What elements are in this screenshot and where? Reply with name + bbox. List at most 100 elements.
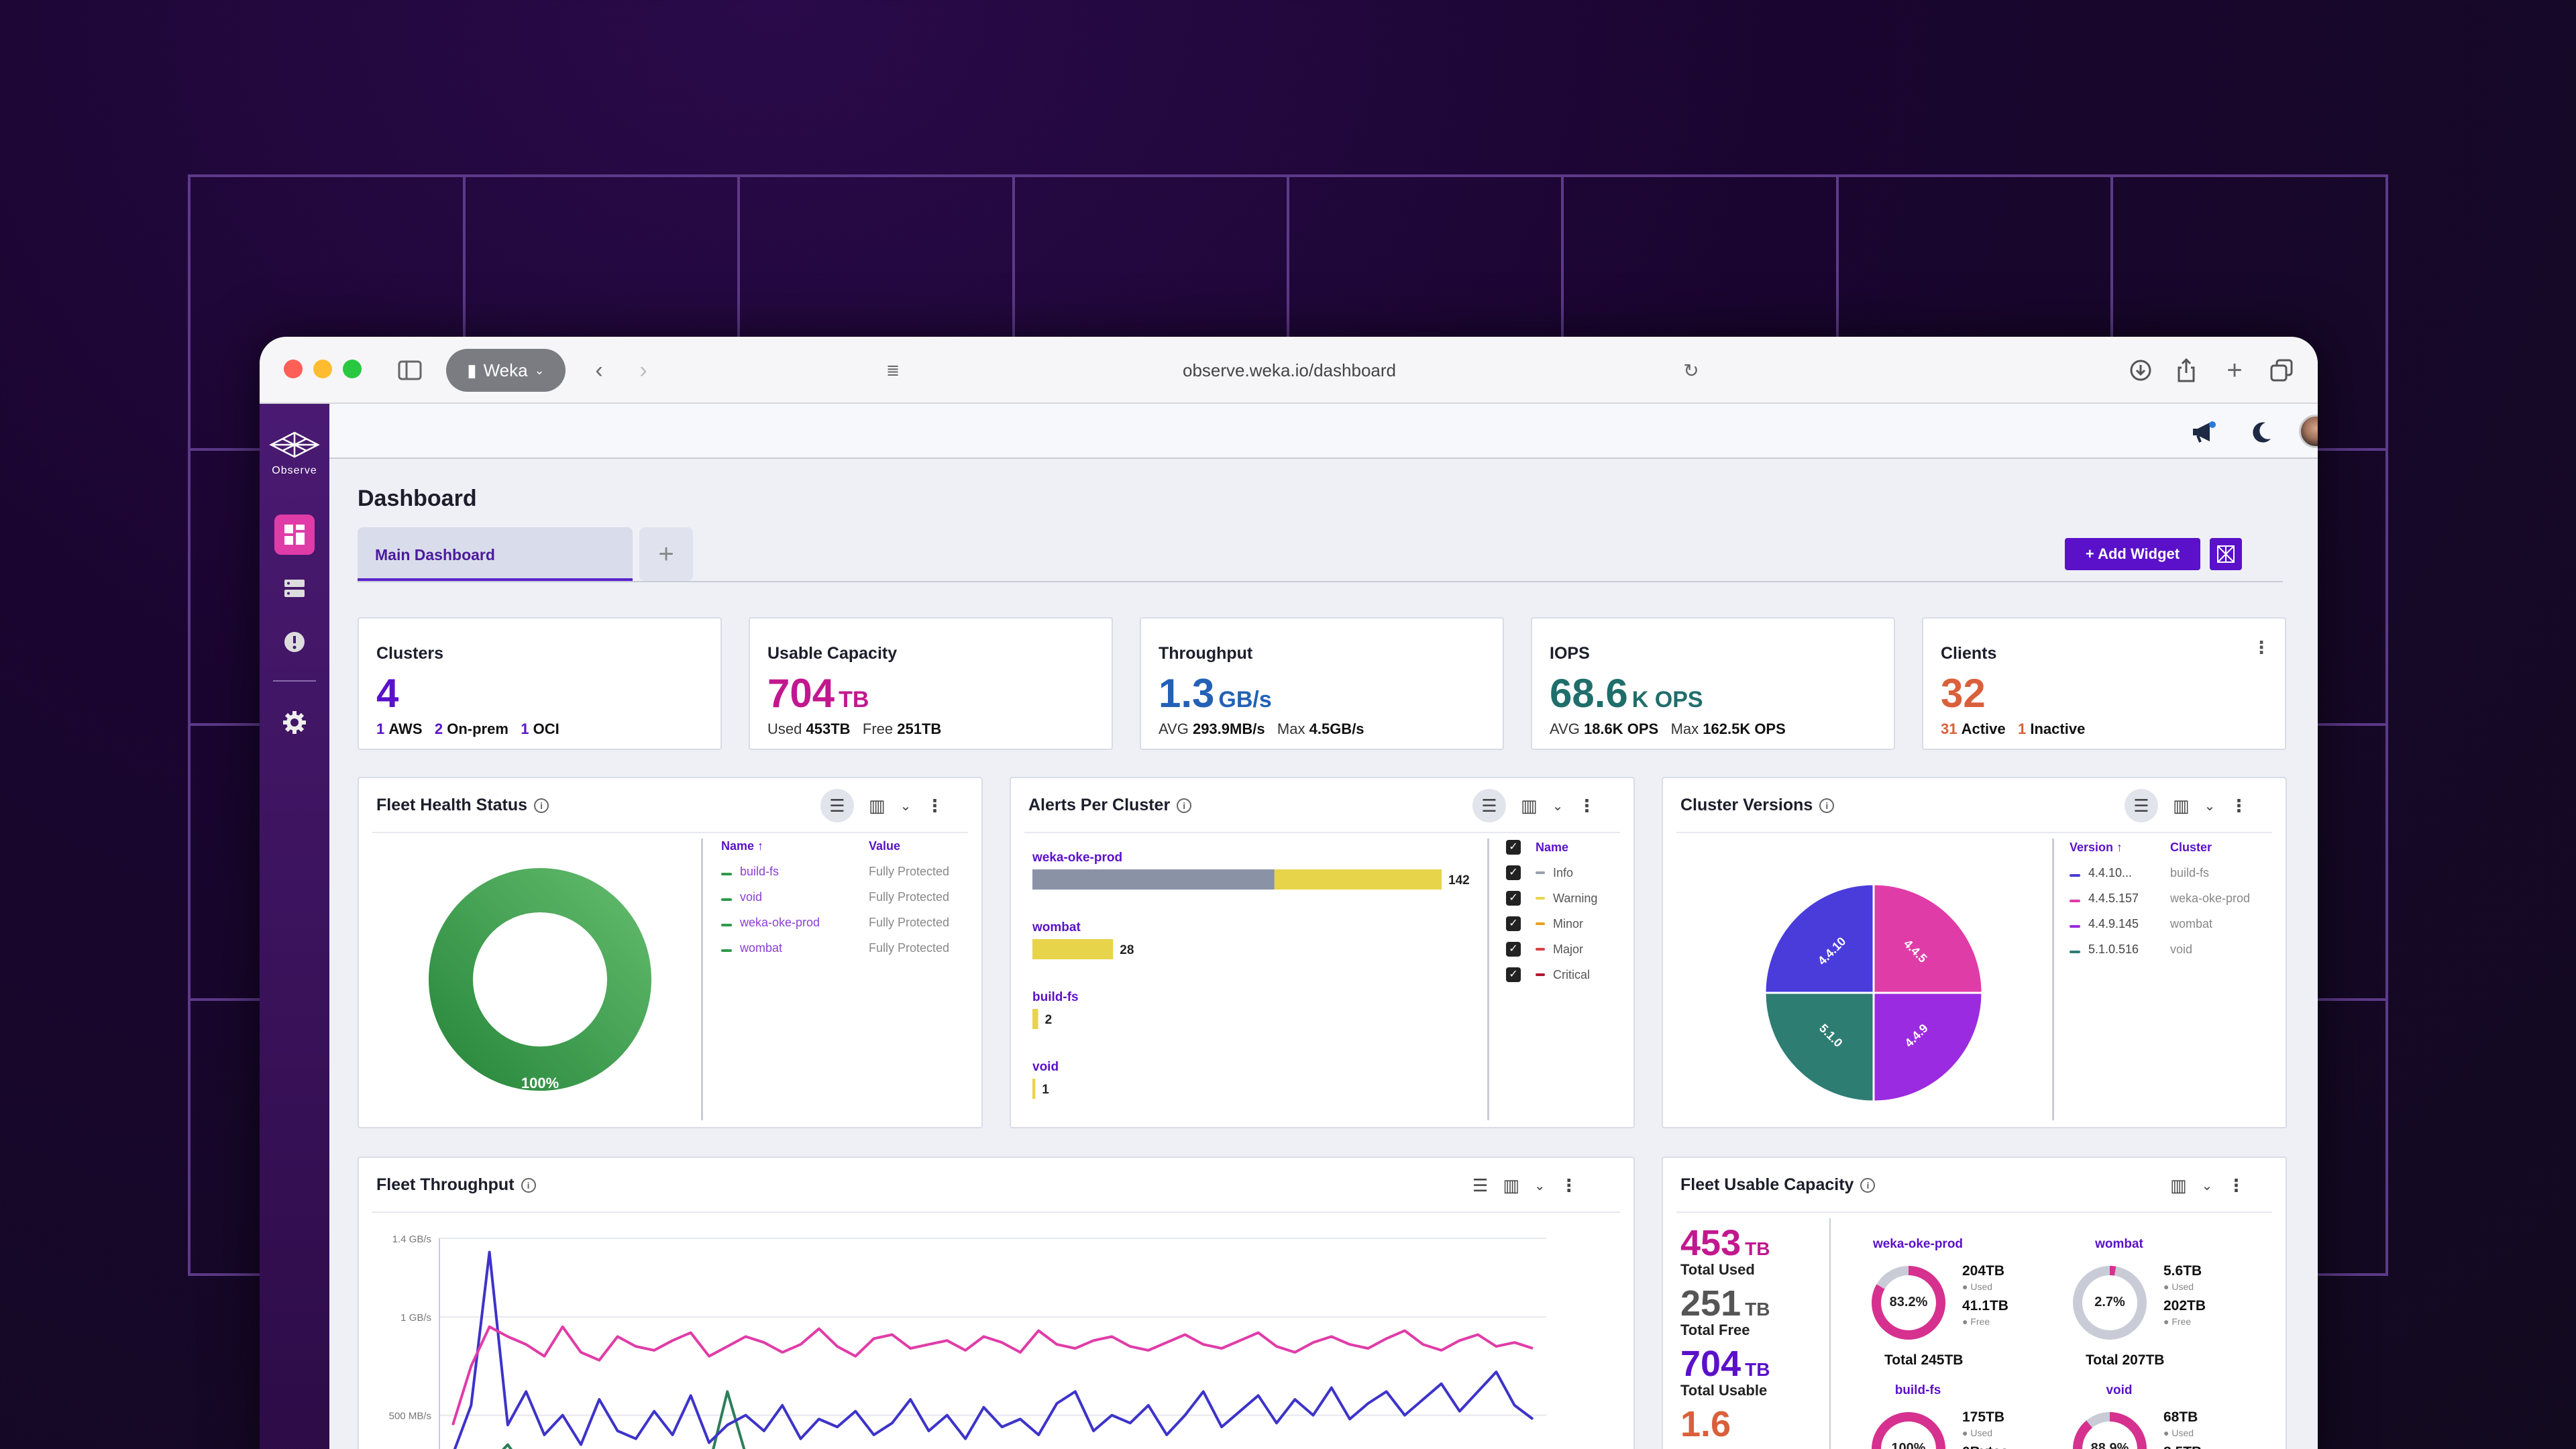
select-all-checkbox[interactable]: ✓	[1506, 840, 1521, 855]
legend-checkbox[interactable]: ✓	[1506, 865, 1521, 880]
forward-icon[interactable]: ›	[639, 357, 647, 383]
legend-row[interactable]: build-fs Fully Protected	[721, 859, 976, 884]
sidebar-item-alerts[interactable]	[274, 622, 315, 662]
col-value-header[interactable]: Value	[869, 839, 901, 853]
legend-divider	[1487, 839, 1489, 1120]
sidebar-divider	[273, 680, 316, 682]
columns-icon[interactable]: ▥	[1503, 1175, 1519, 1195]
columns-icon[interactable]: ▥	[1521, 795, 1538, 816]
legend-row[interactable]: weka-oke-prod Fully Protected	[721, 910, 976, 935]
chevron-down-icon[interactable]: ⌄	[1552, 798, 1564, 814]
minimize-window-button[interactable]	[313, 360, 332, 378]
info-icon[interactable]: i	[521, 1177, 536, 1193]
chevron-down-icon[interactable]: ⌄	[900, 798, 912, 814]
dark-mode-icon[interactable]	[2245, 416, 2277, 448]
widget-divider	[372, 1212, 1620, 1213]
legend-row[interactable]: ✓ Major	[1506, 936, 1627, 962]
list-view-icon[interactable]: ☰	[2125, 789, 2158, 822]
add-tab-button[interactable]: +	[639, 527, 693, 581]
list-view-icon[interactable]: ☰	[1472, 789, 1506, 822]
legend-cluster: wombat	[2170, 916, 2213, 930]
legend-row[interactable]: 4.4.10... build-fs	[2070, 860, 2277, 885]
ring-cluster-name: void	[2106, 1383, 2133, 1397]
new-tab-icon[interactable]: +	[2226, 355, 2243, 385]
kpi-breakdown: AVG 293.9MB/s Max 4.5GB/s	[1159, 720, 1364, 738]
kebab-menu-icon[interactable]: ⋮	[2227, 1175, 2245, 1195]
legend-row[interactable]: 5.1.0.516 void	[2070, 936, 2277, 962]
legend-checkbox[interactable]: ✓	[1506, 967, 1521, 982]
used-value: 453TB	[806, 720, 851, 737]
sidebar-item-dashboard[interactable]	[274, 515, 315, 555]
legend-checkbox[interactable]: ✓	[1506, 942, 1521, 957]
kpi-value: 1.3 GB/s	[1159, 674, 1272, 714]
col-cluster-header[interactable]: Cluster	[2170, 840, 2212, 854]
chevron-down-icon[interactable]: ⌄	[2201, 1178, 2213, 1193]
col-name-header[interactable]: Name ↑	[721, 839, 764, 853]
widget-title: Fleet Health Status i	[376, 796, 549, 815]
close-window-button[interactable]	[284, 360, 303, 378]
chevron-down-icon[interactable]: ⌄	[2204, 798, 2216, 814]
info-icon[interactable]: i	[1177, 798, 1192, 813]
servers-icon	[284, 580, 305, 597]
info-icon[interactable]: i	[1860, 1177, 1876, 1193]
zoom-window-button[interactable]	[343, 360, 362, 378]
address-bar[interactable]: observe.weka.io/dashboard	[877, 349, 1702, 392]
total-free-value: 251	[1680, 1283, 1741, 1324]
tab-group-button[interactable]: ▮ Weka ⌄	[446, 349, 566, 392]
legend-swatch	[1536, 973, 1545, 976]
capacity-ring-build-fs[interactable]: build-fs 100% 175TB ● Used 0Bytes	[1858, 1378, 2059, 1449]
kebab-menu-icon[interactable]: ⋮	[1560, 1175, 1578, 1195]
legend-row[interactable]: wombat Fully Protected	[721, 935, 976, 961]
capacity-ring-void[interactable]: void 88.9% 68TB ● Used 8.5TB	[2059, 1378, 2260, 1449]
chevron-down-icon[interactable]: ⌄	[1534, 1178, 1546, 1193]
legend-row[interactable]: ✓ Info	[1506, 860, 1627, 885]
add-widget-button[interactable]: + Add Widget	[2065, 538, 2200, 570]
ring-used-arc	[2073, 1412, 2147, 1449]
columns-icon[interactable]: ▥	[869, 795, 885, 816]
legend-row[interactable]: void Fully Protected	[721, 884, 976, 910]
col-version-header[interactable]: Version ↑	[2070, 840, 2123, 854]
kebab-menu-icon[interactable]: ⋮	[926, 795, 944, 816]
page-title: Dashboard	[358, 486, 477, 511]
legend-checkbox[interactable]: ✓	[1506, 916, 1521, 931]
download-icon[interactable]	[2125, 354, 2157, 386]
page-settings-icon[interactable]: ≣	[885, 361, 900, 380]
pie-slice-5.1.0	[1764, 991, 1875, 1103]
info-icon[interactable]: i	[1819, 798, 1835, 813]
back-icon[interactable]: ‹	[595, 357, 603, 383]
sidebar-toggle-icon[interactable]	[394, 354, 426, 386]
legend-row[interactable]: 4.4.5.157 weka-oke-prod	[2070, 885, 2277, 911]
sidebar-item-clusters[interactable]	[274, 568, 315, 608]
total-used-unit: TB	[1745, 1238, 1770, 1259]
legend-name: build-fs	[740, 864, 780, 878]
tab-overview-icon[interactable]	[2265, 354, 2298, 386]
logo-text: Observe	[272, 465, 317, 476]
legend-label: Minor	[1553, 916, 1584, 930]
capacity-ring-wombat[interactable]: wombat 2.7% 5.6TB ● Used 202TB ● Free Total 20…	[2059, 1232, 2260, 1373]
share-icon[interactable]	[2170, 354, 2202, 386]
aws-label: AWS	[388, 720, 423, 737]
announcements-icon[interactable]	[2188, 416, 2220, 448]
kebab-menu-icon[interactable]: ⋮	[2253, 637, 2270, 657]
layout-settings-button[interactable]	[2210, 538, 2242, 570]
tab-main-dashboard[interactable]: Main Dashboard	[358, 527, 633, 581]
list-view-icon[interactable]: ☰	[1472, 1175, 1489, 1195]
kebab-menu-icon[interactable]: ⋮	[1578, 795, 1596, 816]
legend-row[interactable]: ✓ Critical	[1506, 962, 1627, 987]
reload-icon[interactable]: ↻	[1683, 360, 1699, 381]
legend-row[interactable]: ✓ Warning	[1506, 885, 1627, 911]
capacity-ring-weka-oke-prod[interactable]: weka-oke-prod 83.2% 204TB ● Used 41.1TB ● Fre…	[1858, 1232, 2059, 1373]
kebab-menu-icon[interactable]: ⋮	[2230, 795, 2248, 816]
user-avatar[interactable]	[2299, 415, 2318, 448]
legend-row[interactable]: ✓ Minor	[1506, 911, 1627, 936]
list-view-icon[interactable]: ☰	[820, 789, 854, 822]
bar-warning-weka-oke-prod	[1274, 869, 1442, 890]
y-tick-label: 1.4 GB/s	[392, 1234, 431, 1245]
sidebar-item-settings[interactable]	[274, 702, 315, 743]
total-used-label: Total Used	[1680, 1261, 1755, 1278]
legend-checkbox[interactable]: ✓	[1506, 891, 1521, 906]
columns-icon[interactable]: ▥	[2170, 1175, 2187, 1195]
info-icon[interactable]: i	[534, 798, 549, 813]
legend-row[interactable]: 4.4.9.145 wombat	[2070, 911, 2277, 936]
columns-icon[interactable]: ▥	[2173, 795, 2190, 816]
